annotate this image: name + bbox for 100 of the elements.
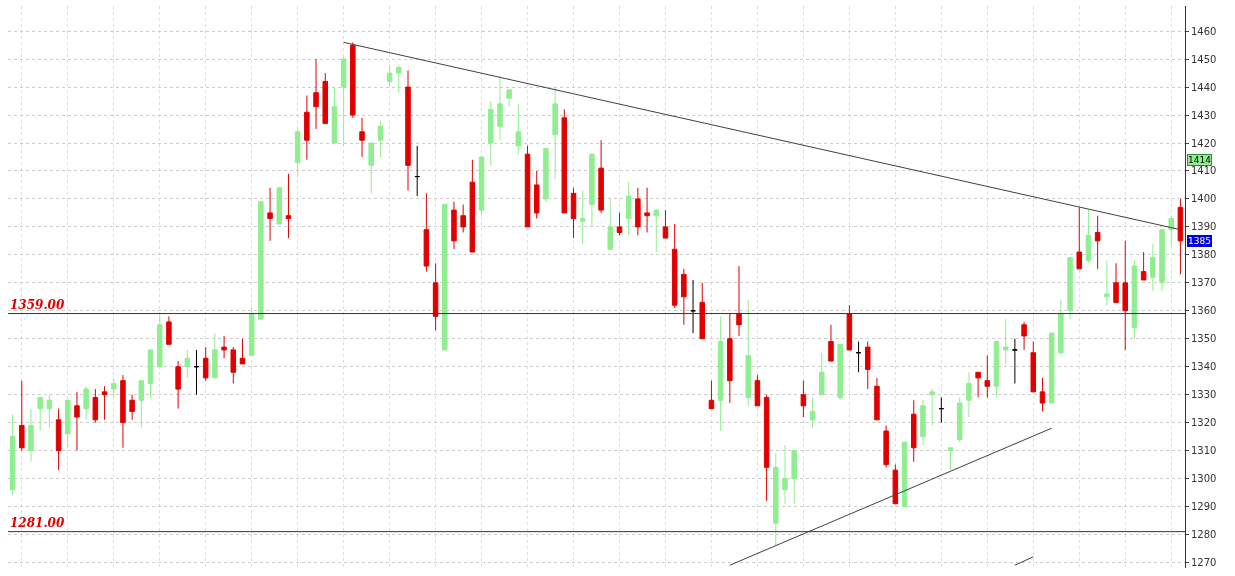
y-tick-label: 1360 <box>1191 305 1217 317</box>
candlestick <box>809 396 816 429</box>
candlestick <box>984 355 991 398</box>
candlestick <box>497 75 503 141</box>
candlestick <box>644 187 650 233</box>
candlestick <box>1076 206 1083 270</box>
candlestick <box>727 313 733 404</box>
y-tick-label: 1410 <box>1191 165 1217 177</box>
candlestick <box>1159 229 1165 292</box>
candlestick <box>478 156 485 217</box>
candlestick <box>414 145 420 197</box>
candlestick <box>874 377 880 421</box>
candlestick <box>754 374 761 407</box>
candlestick <box>442 204 448 351</box>
candlestick <box>910 399 917 463</box>
candlestick <box>598 139 604 214</box>
candlestick <box>359 117 365 158</box>
candlestick <box>1048 332 1055 404</box>
candlestick <box>276 187 283 225</box>
candlestick <box>828 324 834 362</box>
candlestick <box>1094 215 1101 270</box>
candlestick <box>625 181 632 236</box>
candlestick <box>83 385 89 421</box>
candlestick <box>313 58 319 130</box>
candlestick <box>258 201 264 320</box>
y-tick-label: 1400 <box>1191 193 1217 205</box>
candlestick <box>929 388 935 426</box>
candlestick <box>175 360 181 410</box>
candlestick <box>1104 259 1110 306</box>
candlestick <box>101 385 108 421</box>
candlestick <box>635 187 641 236</box>
y-tick-label: 1290 <box>1191 500 1217 512</box>
candlestick <box>1085 209 1092 264</box>
candlestick <box>819 352 825 396</box>
candlestick <box>239 338 246 365</box>
candlestick <box>561 108 568 214</box>
candlestick <box>331 86 338 144</box>
candlestick <box>340 55 347 147</box>
candlestick <box>993 341 1000 398</box>
y-tick-label: 1390 <box>1191 221 1217 233</box>
candlestick <box>616 212 623 236</box>
candlestick <box>377 120 384 158</box>
candlestick <box>966 371 972 418</box>
candlestick <box>1177 198 1184 275</box>
candlestick <box>46 394 53 429</box>
candlestick <box>1021 321 1027 351</box>
candlestick <box>248 307 255 356</box>
candlestick <box>662 209 669 239</box>
candlestick <box>552 86 558 180</box>
y-tick-label: 1340 <box>1191 361 1217 373</box>
candlestick <box>800 380 807 418</box>
candlestick <box>1150 243 1156 292</box>
y-tick-label: 1300 <box>1191 473 1217 485</box>
candlestick <box>92 388 99 424</box>
candlestick <box>322 72 328 124</box>
candlestick <box>1058 299 1064 356</box>
ref-line-label: 1359.00 <box>10 298 65 312</box>
y-tick-label: 1440 <box>1191 81 1217 93</box>
candlestick <box>423 192 430 273</box>
candlestick <box>267 187 273 242</box>
candlestick <box>304 94 310 161</box>
y-tick-label: 1420 <box>1191 137 1217 149</box>
candlestick <box>1140 251 1147 281</box>
candlestick <box>193 349 200 396</box>
y-tick-label: 1330 <box>1191 389 1217 401</box>
candlestick <box>515 103 522 155</box>
candlestick <box>1039 377 1046 412</box>
y-tick-label: 1320 <box>1191 417 1217 429</box>
candlestick <box>1030 341 1037 393</box>
candlestick <box>708 380 715 410</box>
candlestick <box>55 408 62 471</box>
candlestick <box>230 346 237 384</box>
candlestick <box>543 148 549 203</box>
candlestick <box>570 187 577 239</box>
candlestick <box>138 380 145 429</box>
candlestick <box>533 170 540 219</box>
candlestick <box>184 349 191 379</box>
candlestick <box>37 396 43 432</box>
candlestick <box>782 444 788 505</box>
candlestick <box>975 371 981 398</box>
candlestick <box>1067 257 1073 320</box>
candlestick <box>129 394 135 421</box>
candlestick <box>110 377 117 398</box>
candlestick <box>1012 338 1018 384</box>
candlestick <box>147 349 154 398</box>
y-tick-label: 1430 <box>1191 109 1217 121</box>
y-tick-label: 1270 <box>1191 556 1217 568</box>
candlestick <box>396 64 402 94</box>
candlestick <box>166 315 172 345</box>
candlestick <box>607 198 614 250</box>
candlestick <box>846 304 853 351</box>
candlestick <box>865 341 871 390</box>
y-tick-label: 1310 <box>1191 445 1217 457</box>
y-tick-label: 1460 <box>1191 25 1217 37</box>
candlestick <box>221 335 227 359</box>
annotation: 1414 <box>1188 155 1212 165</box>
candlestick <box>405 69 411 192</box>
candlestick <box>736 265 742 337</box>
annotation: 1385 <box>1188 236 1211 246</box>
y-tick-label: 1350 <box>1191 333 1217 345</box>
